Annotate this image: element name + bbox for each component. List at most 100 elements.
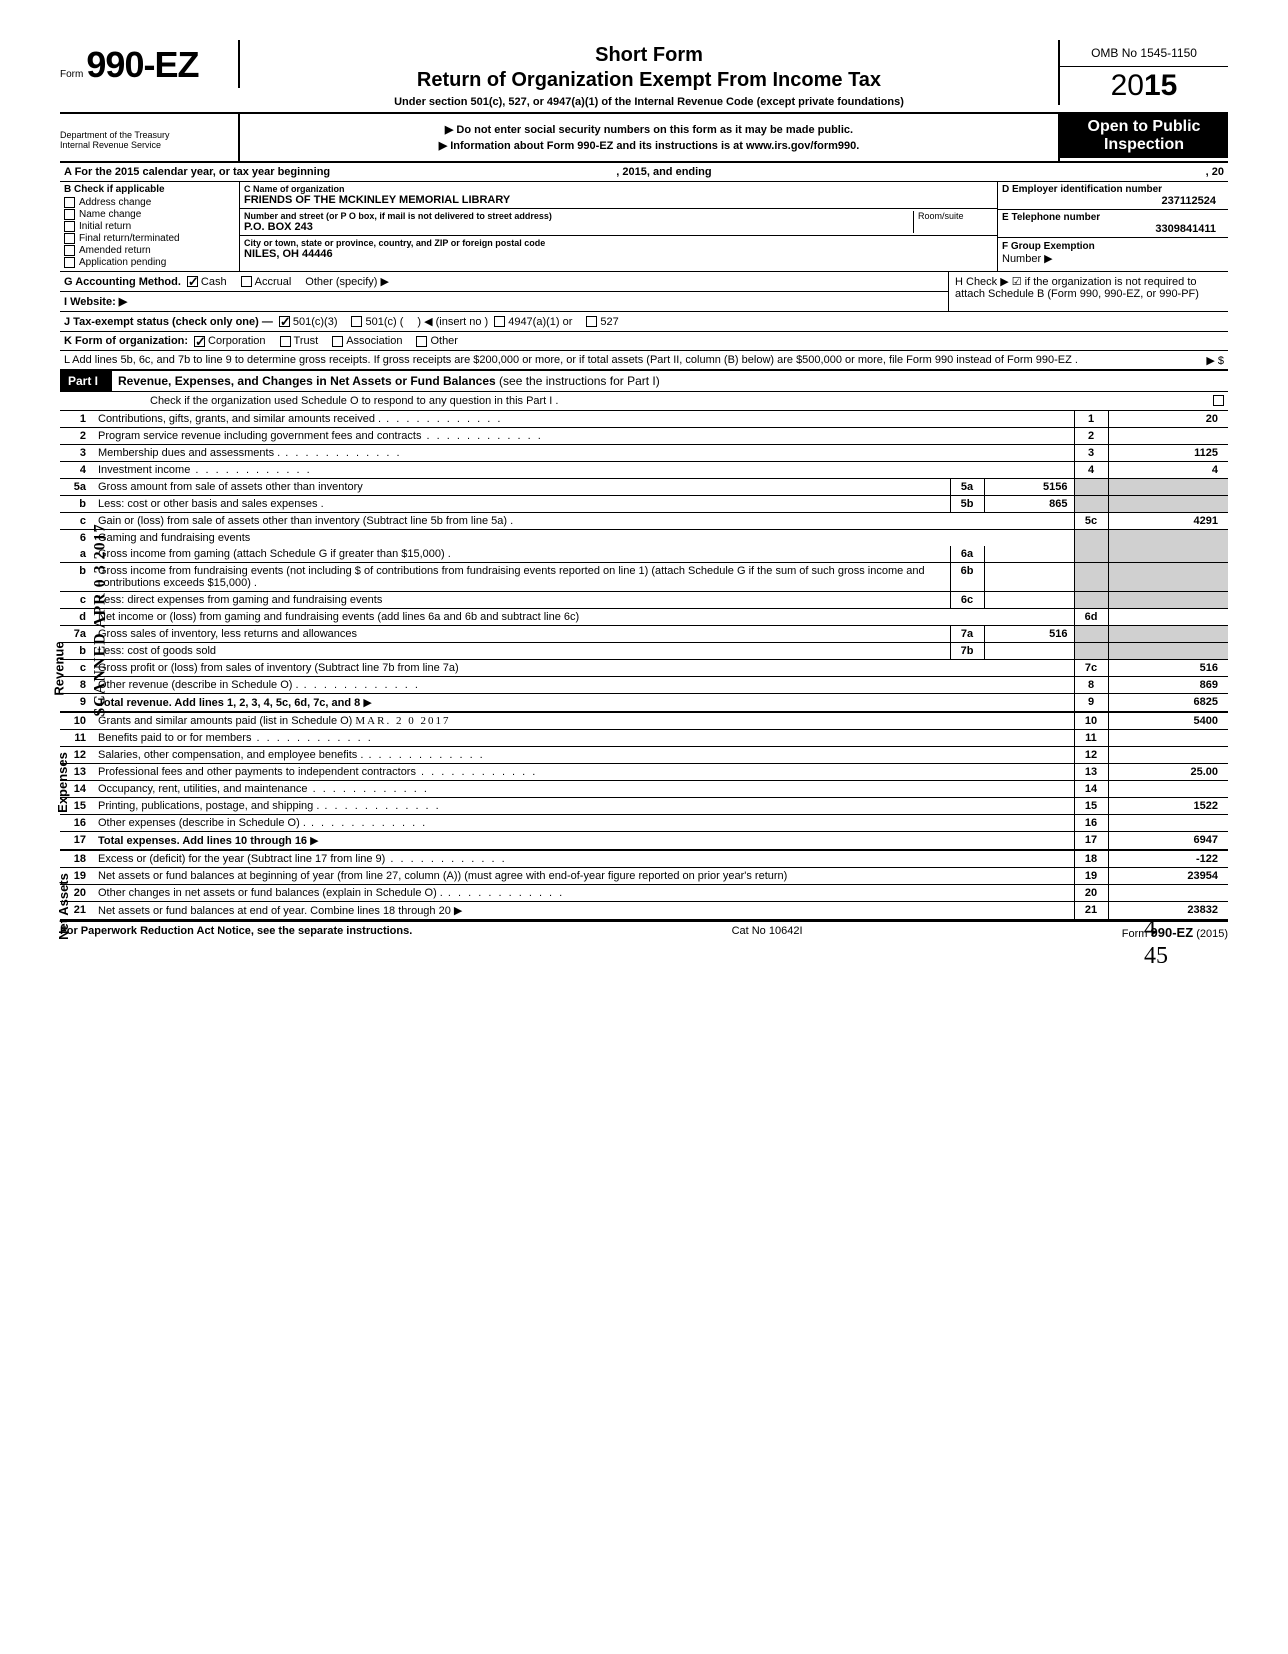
identity-block: B Check if applicable Address change Nam… (60, 182, 1228, 272)
line-17: 17Total expenses. Add lines 10 through 1… (60, 832, 1228, 851)
org-name: FRIENDS OF THE MCKINLEY MEMORIAL LIBRARY (244, 194, 993, 206)
line-21: 21Net assets or fund balances at end of … (60, 902, 1228, 921)
instr-line-2: ▶ Information about Form 990-EZ and its … (244, 139, 1054, 152)
omb-number: OMB No 1545-1150 (1060, 40, 1228, 67)
line-11: 11Benefits paid to or for members11 (60, 730, 1228, 747)
subtitle: Under section 501(c), 527, or 4947(a)(1)… (248, 96, 1050, 108)
part1-title: Revenue, Expenses, and Changes in Net As… (112, 371, 1228, 392)
chk-name-change[interactable]: Name change (64, 209, 235, 220)
chk-corp[interactable]: Corporation (194, 335, 265, 347)
l-text: L Add lines 5b, 6c, and 7b to line 9 to … (64, 354, 1078, 366)
h-text: H Check ▶ ☑ if the organization is not r… (948, 272, 1228, 311)
col-de: D Employer identification number 2371125… (998, 182, 1228, 271)
line-15: 15Printing, publications, postage, and s… (60, 798, 1228, 815)
short-form-label: Short Form (248, 44, 1050, 67)
instr-line-1: ▶ Do not enter social security numbers o… (244, 123, 1054, 136)
c-addr-lbl: Number and street (or P O box, if mail i… (244, 211, 913, 221)
title-cell: Short Form Return of Organization Exempt… (240, 40, 1058, 112)
line-7b: bLess: cost of goods sold7b (60, 643, 1228, 660)
chk-final-return[interactable]: Final return/terminated (64, 233, 235, 244)
j-insert: ) ◀ (insert no ) (417, 315, 488, 328)
expenses-section: Expenses 10Grants and similar amounts pa… (60, 713, 1228, 851)
part1-label: Part I (60, 371, 112, 392)
open-public-cell: Open to Public Inspection (1058, 114, 1228, 161)
c-city-lbl: City or town, state or province, country… (244, 238, 993, 248)
chk-other[interactable]: Other (416, 335, 458, 347)
b-header: B Check if applicable (64, 184, 235, 195)
part1-header: Part I Revenue, Expenses, and Changes in… (60, 371, 1228, 392)
form-header: Form 990-EZ Short Form Return of Organiz… (60, 40, 1228, 114)
chk-accrual[interactable]: Accrual (241, 276, 292, 288)
line-k: K Form of organization: Corporation Trus… (60, 332, 1228, 351)
line-4: 4Investment income44 (60, 462, 1228, 479)
room-suite-lbl: Room/suite (913, 211, 993, 233)
col-b: B Check if applicable Address change Nam… (60, 182, 240, 271)
line-l: L Add lines 5b, 6c, and 7b to line 9 to … (60, 351, 1228, 371)
open-public-2: Inspection (1064, 136, 1224, 154)
chk-501c3[interactable]: 501(c)(3) (279, 316, 338, 328)
d-lbl: D Employer identification number (1002, 184, 1224, 195)
line-20: 20Other changes in net assets or fund ba… (60, 885, 1228, 902)
year-prefix: 20 (1111, 69, 1144, 102)
line-5a: 5aGross amount from sale of assets other… (60, 479, 1228, 496)
chk-amended-return[interactable]: Amended return (64, 245, 235, 256)
g-lbl: G Accounting Method. (64, 276, 181, 288)
chk-cash[interactable]: Cash (187, 276, 227, 288)
j-lbl: J Tax-exempt status (check only one) — (64, 316, 273, 328)
tax-year: 2015 (1060, 67, 1228, 105)
line-a-mid: , 2015, and ending (616, 166, 711, 178)
revenue-side-label: Revenue (52, 641, 67, 695)
chk-501c[interactable]: 501(c) ( (351, 316, 403, 328)
revenue-table: 1Contributions, gifts, grants, and simil… (60, 411, 1228, 713)
form-number: 990-EZ (86, 44, 198, 85)
g-other: Other (specify) ▶ (305, 275, 389, 288)
part1-chk[interactable] (1213, 395, 1224, 409)
line-16: 16Other expenses (describe in Schedule O… (60, 815, 1228, 832)
form-prefix: Form (60, 69, 83, 80)
netassets-table: 18Excess or (deficit) for the year (Subt… (60, 851, 1228, 921)
scanned-stamp: SCANNED APR 0 3 2017 (92, 523, 110, 716)
line-1: 1Contributions, gifts, grants, and simil… (60, 411, 1228, 428)
line-6a: aGross income from gaming (attach Schedu… (60, 546, 1228, 563)
line-2: 2Program service revenue including gover… (60, 428, 1228, 445)
date-stamp: MAR. 2 0 2017 (355, 715, 450, 727)
dept-cell: Department of the Treasury Internal Reve… (60, 114, 240, 161)
col-c: C Name of organization FRIENDS OF THE MC… (240, 182, 998, 271)
line-6: 6Gaming and fundraising events (60, 530, 1228, 547)
handwritten-marks: 4 45 (1144, 916, 1168, 970)
chk-trust[interactable]: Trust (280, 335, 319, 347)
instructions-cell: ▶ Do not enter social security numbers o… (240, 114, 1058, 161)
expenses-side-label: Expenses (55, 752, 70, 813)
line-8: 8Other revenue (describe in Schedule O) … (60, 677, 1228, 694)
line-9: 9Total revenue. Add lines 1, 2, 3, 4, 5c… (60, 694, 1228, 713)
chk-4947[interactable]: 4947(a)(1) or (494, 316, 572, 328)
line-18: 18Excess or (deficit) for the year (Subt… (60, 851, 1228, 868)
telephone-value: 3309841411 (1002, 223, 1224, 235)
paperwork-notice: For Paperwork Reduction Act Notice, see … (60, 925, 412, 940)
line-10: 10Grants and similar amounts paid (list … (60, 713, 1228, 730)
right-header-cell: OMB No 1545-1150 2015 (1058, 40, 1228, 105)
line-a: A For the 2015 calendar year, or tax yea… (60, 163, 1228, 182)
i-lbl: I Website: ▶ (64, 295, 127, 308)
row-ghi: G Accounting Method. Cash Accrual Other … (60, 272, 1228, 312)
header-row-2: Department of the Treasury Internal Reve… (60, 114, 1228, 163)
chk-527[interactable]: 527 (586, 316, 618, 328)
netassets-side-label: Net Assets (56, 873, 71, 940)
chk-address-change[interactable]: Address change (64, 197, 235, 208)
form-number-cell: Form 990-EZ (60, 40, 240, 88)
f-lbl-2: Number ▶ (1002, 253, 1053, 265)
open-public: Open to Public Inspection (1060, 114, 1228, 158)
chk-application-pending[interactable]: Application pending (64, 257, 235, 268)
year-bold: 15 (1144, 69, 1177, 102)
l-arrow: ▶ $ (1206, 354, 1224, 367)
line-6d: dNet income or (loss) from gaming and fu… (60, 609, 1228, 626)
f-lbl: F Group Exemption (1002, 241, 1095, 252)
chk-assoc[interactable]: Association (332, 335, 402, 347)
line-a-end: , 20 (1048, 163, 1228, 181)
e-lbl: E Telephone number (1002, 212, 1224, 223)
c-name-lbl: C Name of organization (244, 184, 993, 194)
line-5b: bLess: cost or other basis and sales exp… (60, 496, 1228, 513)
part1-sub: Check if the organization used Schedule … (60, 392, 1228, 411)
line-6b: bGross income from fundraising events (n… (60, 563, 1228, 592)
chk-initial-return[interactable]: Initial return (64, 221, 235, 232)
